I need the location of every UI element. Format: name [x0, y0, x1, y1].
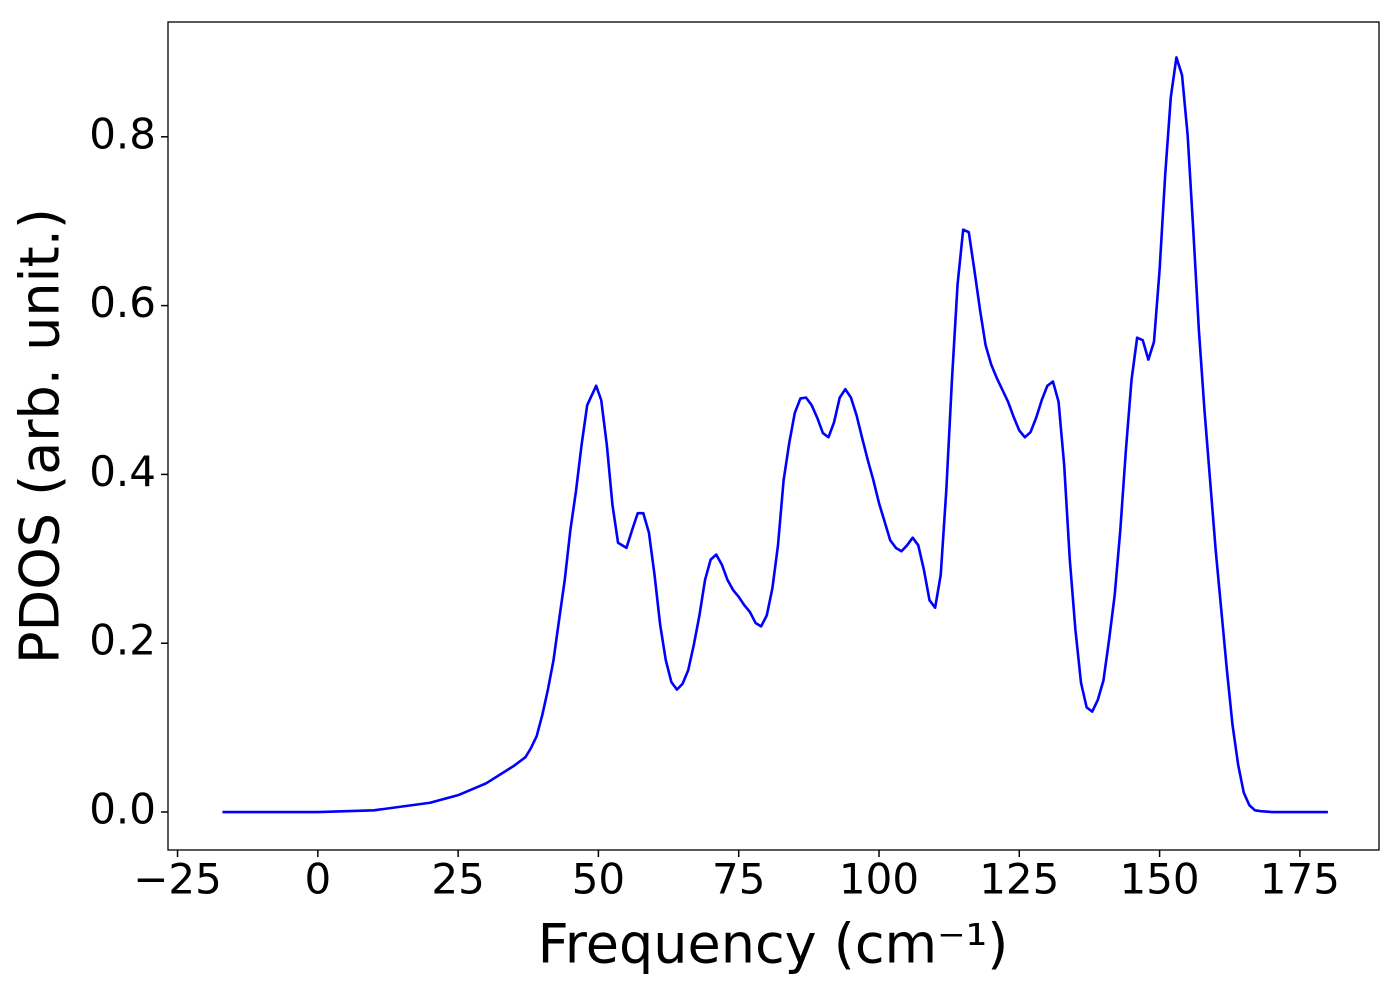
x-tick-label: 75 — [712, 855, 765, 904]
x-axis-label: Frequency (cm⁻¹) — [538, 913, 1009, 976]
x-tick-label: 100 — [839, 855, 919, 904]
y-tick-label: 0.8 — [89, 109, 156, 158]
x-tick-label: 175 — [1260, 855, 1340, 904]
x-tick-label: −25 — [133, 855, 222, 904]
y-axis-label: PDOS (arb. unit.) — [9, 208, 72, 664]
y-tick-label: 0.4 — [89, 447, 156, 496]
plot-frame — [167, 21, 1380, 851]
x-tick-label: 125 — [979, 855, 1059, 904]
x-tick-label: 150 — [1119, 855, 1199, 904]
pdos-line — [222, 56, 1328, 814]
x-tick-label: 0 — [304, 855, 331, 904]
y-tick-label: 0.2 — [89, 616, 156, 665]
y-tick-label: 0.6 — [89, 278, 156, 327]
y-tick-label: 0.0 — [89, 785, 156, 834]
x-tick-label: 50 — [572, 855, 625, 904]
x-tick-label: 25 — [431, 855, 484, 904]
